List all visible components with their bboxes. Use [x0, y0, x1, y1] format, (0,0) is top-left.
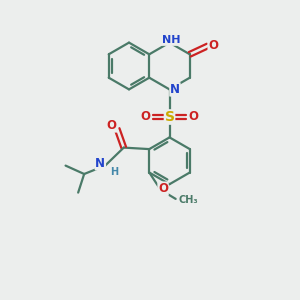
- Text: CH₃: CH₃: [179, 195, 198, 206]
- Text: O: O: [158, 182, 168, 195]
- Text: O: O: [208, 39, 218, 52]
- Text: H: H: [110, 167, 118, 177]
- Text: NH: NH: [162, 35, 180, 45]
- Text: S: S: [164, 110, 175, 124]
- Text: O: O: [141, 110, 151, 124]
- Text: O: O: [188, 110, 198, 124]
- Text: N: N: [95, 157, 105, 170]
- Text: O: O: [107, 119, 117, 132]
- Text: N: N: [170, 83, 180, 96]
